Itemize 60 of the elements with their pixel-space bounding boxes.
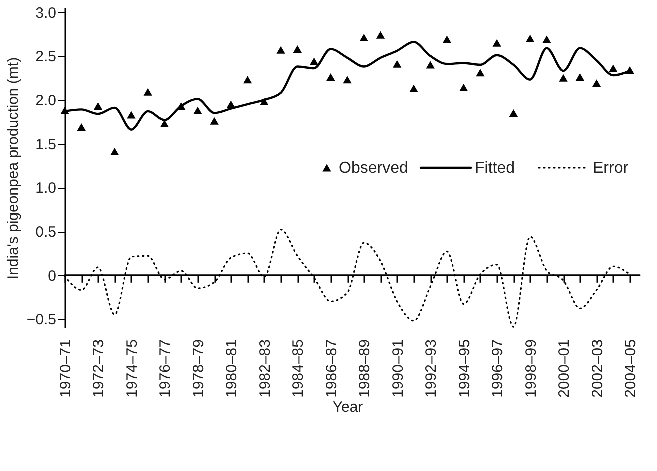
y-tick-label: 2.5: [36, 48, 56, 66]
x-tick-label: 1978–79: [190, 340, 208, 398]
x-tick-label: 1984–85: [290, 340, 308, 398]
point: [609, 64, 618, 72]
x-tick-label: 2002–03: [589, 340, 606, 398]
point: [526, 34, 535, 42]
x-tick-label: 1982–83: [256, 340, 274, 398]
point: [77, 123, 86, 131]
point: [492, 39, 502, 47]
x-tick-label: 1986–87: [323, 340, 340, 398]
point: [110, 148, 120, 156]
point: [276, 46, 286, 54]
point: [94, 102, 103, 110]
point: [243, 76, 252, 84]
x-tick-label: 1976–77: [157, 340, 174, 398]
point: [460, 84, 468, 92]
x-tick-label: 1972–73: [90, 340, 108, 398]
point: [426, 61, 435, 69]
point: [442, 36, 452, 44]
point: [326, 74, 336, 82]
y-tick-label: 1.5: [36, 136, 56, 154]
x-tick-label: 1990–91: [390, 340, 407, 398]
legend-label: Fitted: [475, 160, 516, 177]
point: [343, 76, 352, 84]
x-axis-title: Year: [332, 398, 364, 416]
x-tick-label: 1994–95: [456, 340, 474, 398]
point: [476, 69, 485, 77]
point: [542, 36, 552, 44]
y-axis-title: India's pigeonpea production (mt): [4, 57, 22, 280]
x-tick-label: 1974–75: [124, 340, 141, 398]
point: [410, 84, 418, 92]
point: [144, 88, 152, 96]
x-tick-label: 2000–01: [556, 340, 574, 398]
point: [127, 111, 136, 119]
x-tick-label: 2004–05: [622, 340, 640, 398]
point: [592, 80, 602, 88]
x-tick-label: 1988–89: [356, 340, 374, 398]
point: [576, 74, 585, 82]
legend-label: Error: [593, 160, 630, 177]
y-tick-label: 0: [48, 268, 56, 285]
y-tick-label: 3.0: [36, 4, 56, 22]
point: [293, 45, 302, 53]
point: [559, 74, 568, 82]
point: [376, 31, 386, 39]
x-tick-label: 1980–81: [224, 340, 241, 398]
point: [310, 58, 319, 66]
y-tick-label: 1.0: [36, 180, 56, 198]
point: [360, 34, 368, 42]
y-tick-label: 0.5: [36, 224, 56, 242]
point: [509, 109, 518, 117]
point: [210, 117, 219, 125]
point: [393, 60, 402, 68]
x-tick-label: 1998–99: [522, 340, 540, 398]
x-tick-label: 1996–97: [490, 340, 507, 398]
x-tick-label: 1970–71: [58, 340, 74, 398]
y-tick-label: 2.0: [36, 92, 56, 110]
legend-label: Observed: [339, 160, 408, 177]
x-tick-label: 1992–93: [423, 340, 440, 398]
point: [194, 106, 202, 114]
y-tick-label: −0.5: [26, 312, 56, 329]
